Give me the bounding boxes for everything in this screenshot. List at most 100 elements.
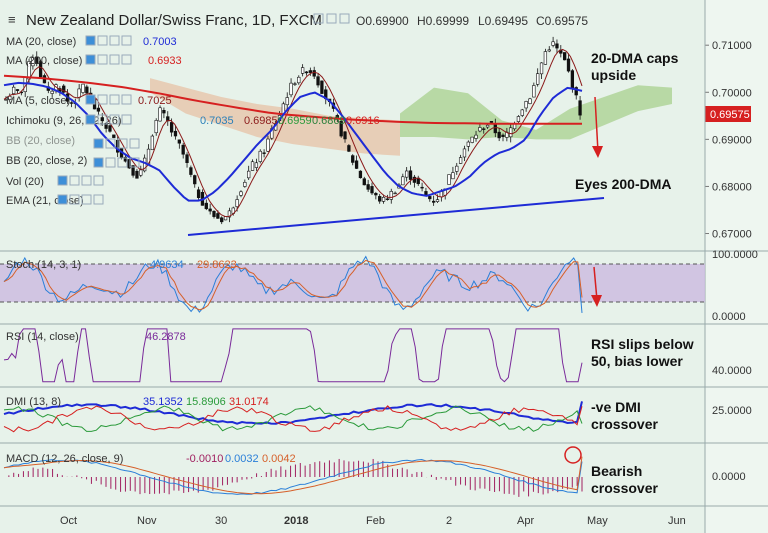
legend-tool-icon[interactable] — [69, 175, 80, 186]
dmi-label[interactable]: DMI (13, 8) — [6, 396, 61, 408]
candle — [258, 149, 262, 164]
legend-ichimoku-value-1: 0.7035 — [200, 115, 234, 127]
candle — [308, 67, 312, 76]
candle — [135, 168, 139, 179]
candle — [173, 125, 178, 140]
legend-tool-icon[interactable] — [93, 138, 104, 149]
legend-tool-icon[interactable] — [109, 94, 120, 105]
annotation-macd-line2: crossover — [591, 480, 658, 496]
legend-tool-icon[interactable] — [121, 54, 132, 65]
x-label-30: 30 — [215, 515, 227, 527]
legend-tool-icon[interactable] — [97, 54, 108, 65]
close-icon[interactable] — [339, 13, 350, 24]
legend-tool-icon[interactable] — [105, 157, 116, 168]
candle — [462, 145, 467, 161]
legend-ichimoku-value-3: 0.6959 — [278, 115, 312, 127]
legend-ema[interactable]: EMA (21, close) — [6, 195, 84, 207]
candle — [239, 190, 243, 198]
candle — [501, 133, 505, 142]
menu-icon[interactable]: ≡ — [8, 12, 16, 27]
annotation-rsi-line1: RSI slips below — [591, 336, 694, 352]
price-down-arrow-head — [592, 146, 603, 158]
legend-tool-icon[interactable] — [93, 175, 104, 186]
candle — [38, 59, 43, 78]
candle — [81, 83, 85, 95]
legend-tool-icon[interactable] — [109, 54, 120, 65]
legend-tool-icon[interactable] — [97, 114, 108, 125]
legend-tool-icon[interactable] — [121, 114, 132, 125]
candle — [50, 88, 54, 98]
macd-label[interactable]: MACD (12, 26, close, 9) — [6, 453, 123, 465]
legend-ma5[interactable]: MA (5, close) — [6, 95, 70, 107]
candle — [347, 144, 351, 153]
settings-icon[interactable] — [326, 13, 337, 24]
ma200-line — [3, 74, 582, 125]
dmi-value-plus: 15.8906 — [186, 396, 226, 408]
legend-tool-icon[interactable] — [85, 94, 96, 105]
candle — [412, 174, 417, 188]
stoch-d-line — [3, 259, 583, 311]
candle — [177, 139, 181, 149]
stoch-down-arrow — [593, 266, 598, 301]
eye-icon[interactable] — [313, 13, 324, 24]
candle — [285, 92, 289, 110]
price-tick-0: 0.71000 — [712, 40, 752, 52]
legend-tool-icon[interactable] — [85, 35, 96, 46]
price-tick-1: 0.70000 — [712, 87, 752, 99]
x-label-oct: Oct — [60, 515, 77, 527]
rsi-tick-40: 40.0000 — [712, 365, 752, 377]
legend-bb2[interactable]: BB (20, close, 2) — [6, 155, 87, 167]
legend-ma200[interactable]: MA (200, close) — [6, 55, 82, 67]
header-tool-icons[interactable] — [313, 13, 350, 24]
legend-tool-icon[interactable] — [57, 175, 68, 186]
legend-tool-icon[interactable] — [129, 157, 140, 168]
price-axis-ticks: 0.71000 0.70000 0.69000 0.68000 0.67000 — [705, 40, 752, 241]
price-tick-3: 0.68000 — [712, 181, 752, 193]
legend-tool-icon[interactable] — [93, 194, 104, 205]
ichimoku-cloud-bullish — [400, 85, 672, 140]
legend-tool-icon[interactable] — [121, 94, 132, 105]
legend-tool-icon[interactable] — [85, 114, 96, 125]
dmi-adx-line — [3, 401, 583, 425]
legend-tool-icons[interactable] — [57, 35, 140, 205]
candle — [11, 84, 16, 96]
legend-ma20[interactable]: MA (20, close) — [6, 36, 76, 48]
legend-tool-icon[interactable] — [57, 194, 68, 205]
legend-bb[interactable]: BB (20, close) — [6, 135, 75, 147]
legend-tool-icon[interactable] — [129, 138, 140, 149]
legend-tool-icon[interactable] — [81, 194, 92, 205]
rsi-label[interactable]: RSI (14, close) — [6, 331, 79, 343]
legend-tool-icon[interactable] — [109, 114, 120, 125]
candle — [516, 115, 521, 123]
annotation-200dma: Eyes 200-DMA — [575, 176, 672, 192]
legend-tool-icon[interactable] — [81, 175, 92, 186]
candle — [35, 51, 39, 67]
legend-tool-icon[interactable] — [85, 54, 96, 65]
ohlc-open: O0.69900 — [356, 14, 409, 28]
candle — [551, 36, 555, 48]
legend-tool-icon[interactable] — [117, 157, 128, 168]
legend-tool-icon[interactable] — [105, 138, 116, 149]
x-label-jun: Jun — [668, 515, 686, 527]
candle — [266, 135, 270, 152]
annotation-dmi-line1: -ve DMI — [591, 399, 641, 415]
candle — [389, 188, 393, 204]
ohlc-high: H0.69999 — [417, 14, 469, 28]
candle — [154, 118, 158, 136]
candle — [455, 162, 459, 175]
legend-tool-icon[interactable] — [97, 94, 108, 105]
legend-vol[interactable]: Vol (20) — [6, 176, 44, 188]
legend-ichimoku[interactable]: Ichimoku (9, 26, 52, 26) — [6, 115, 122, 127]
annotation-macd-line1: Bearish — [591, 463, 642, 479]
ohlc-low: L0.69495 — [478, 14, 528, 28]
legend-tool-icon[interactable] — [97, 35, 108, 46]
legend-tool-icon[interactable] — [121, 35, 132, 46]
candle — [524, 100, 528, 112]
legend-tool-icon[interactable] — [93, 157, 104, 168]
legend-tool-icon[interactable] — [117, 138, 128, 149]
legend-tool-icon[interactable] — [109, 35, 120, 46]
stoch-label[interactable]: Stoch (14, 3, 1) — [6, 259, 81, 271]
candle — [370, 182, 374, 196]
candle — [509, 123, 513, 143]
legend-tool-icon[interactable] — [69, 194, 80, 205]
